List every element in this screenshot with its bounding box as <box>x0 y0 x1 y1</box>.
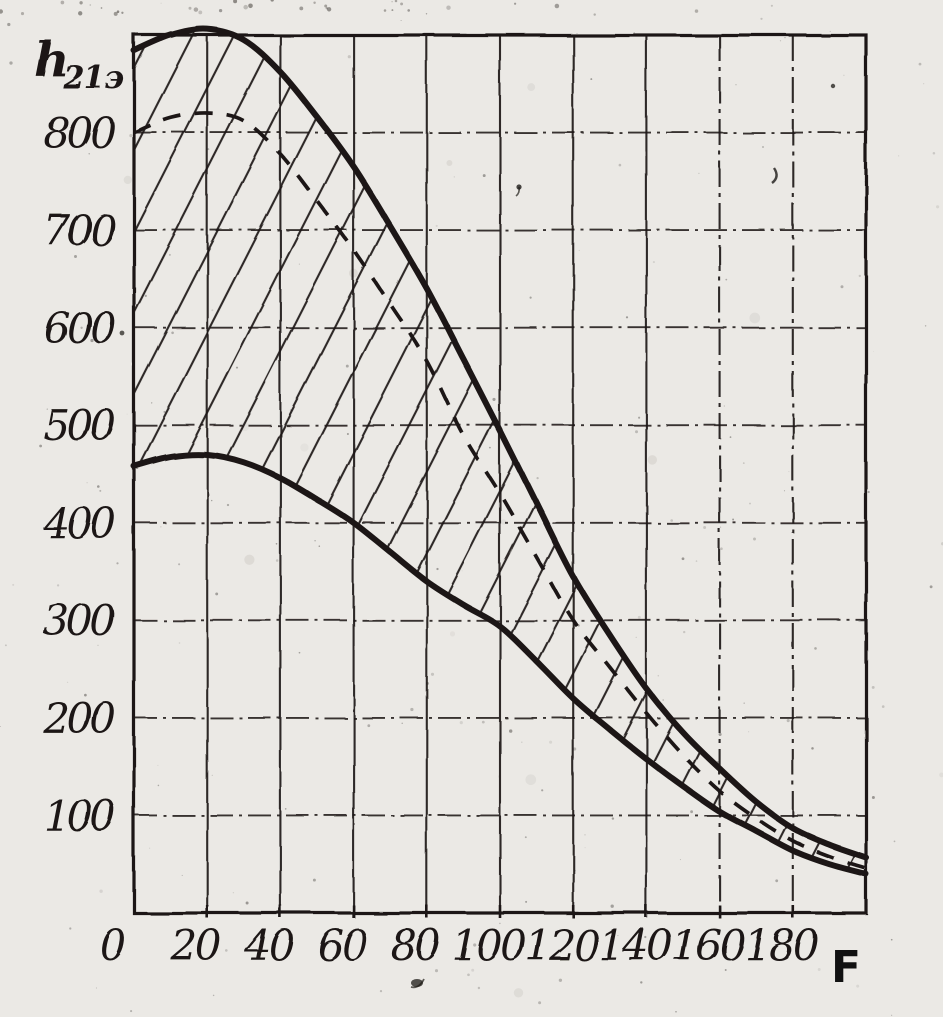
y-axis-label: h <box>34 32 69 88</box>
x-tick-label: 140 <box>598 921 672 970</box>
y-tick-label: 700 <box>43 206 115 255</box>
plot-border <box>132 33 868 915</box>
y-tick-label: 200 <box>42 694 115 743</box>
x-tick-label: 60 <box>317 921 367 970</box>
y-tick-label: 800 <box>43 109 115 158</box>
scan-artifacts <box>119 83 836 989</box>
lower-limit-curve <box>131 451 869 877</box>
x-tick-label: 80 <box>391 921 441 970</box>
x-tick-label: 20 <box>170 921 221 970</box>
typical-curve-dashed <box>133 111 867 870</box>
x-tick-label: 0 <box>100 921 126 970</box>
x-tick-label: 100 <box>452 921 526 970</box>
x-tick-label: 160 <box>671 921 745 970</box>
x-tick-label: 180 <box>744 921 818 970</box>
x-tick-label: 40 <box>243 921 294 970</box>
y-tick-label: 400 <box>42 499 115 548</box>
y-tick-label: 500 <box>43 401 115 450</box>
y-tick-label: 100 <box>43 791 115 840</box>
y-tick-label: 600 <box>43 304 115 353</box>
tolerance-band-hatched <box>134 28 866 875</box>
y-tick-label: 300 <box>43 596 115 645</box>
x-axis-label: F <box>831 942 861 993</box>
y-axis-label-subscript: 21э <box>62 60 123 96</box>
x-tick-label: 120 <box>525 921 599 970</box>
upper-limit-curve <box>131 25 869 861</box>
